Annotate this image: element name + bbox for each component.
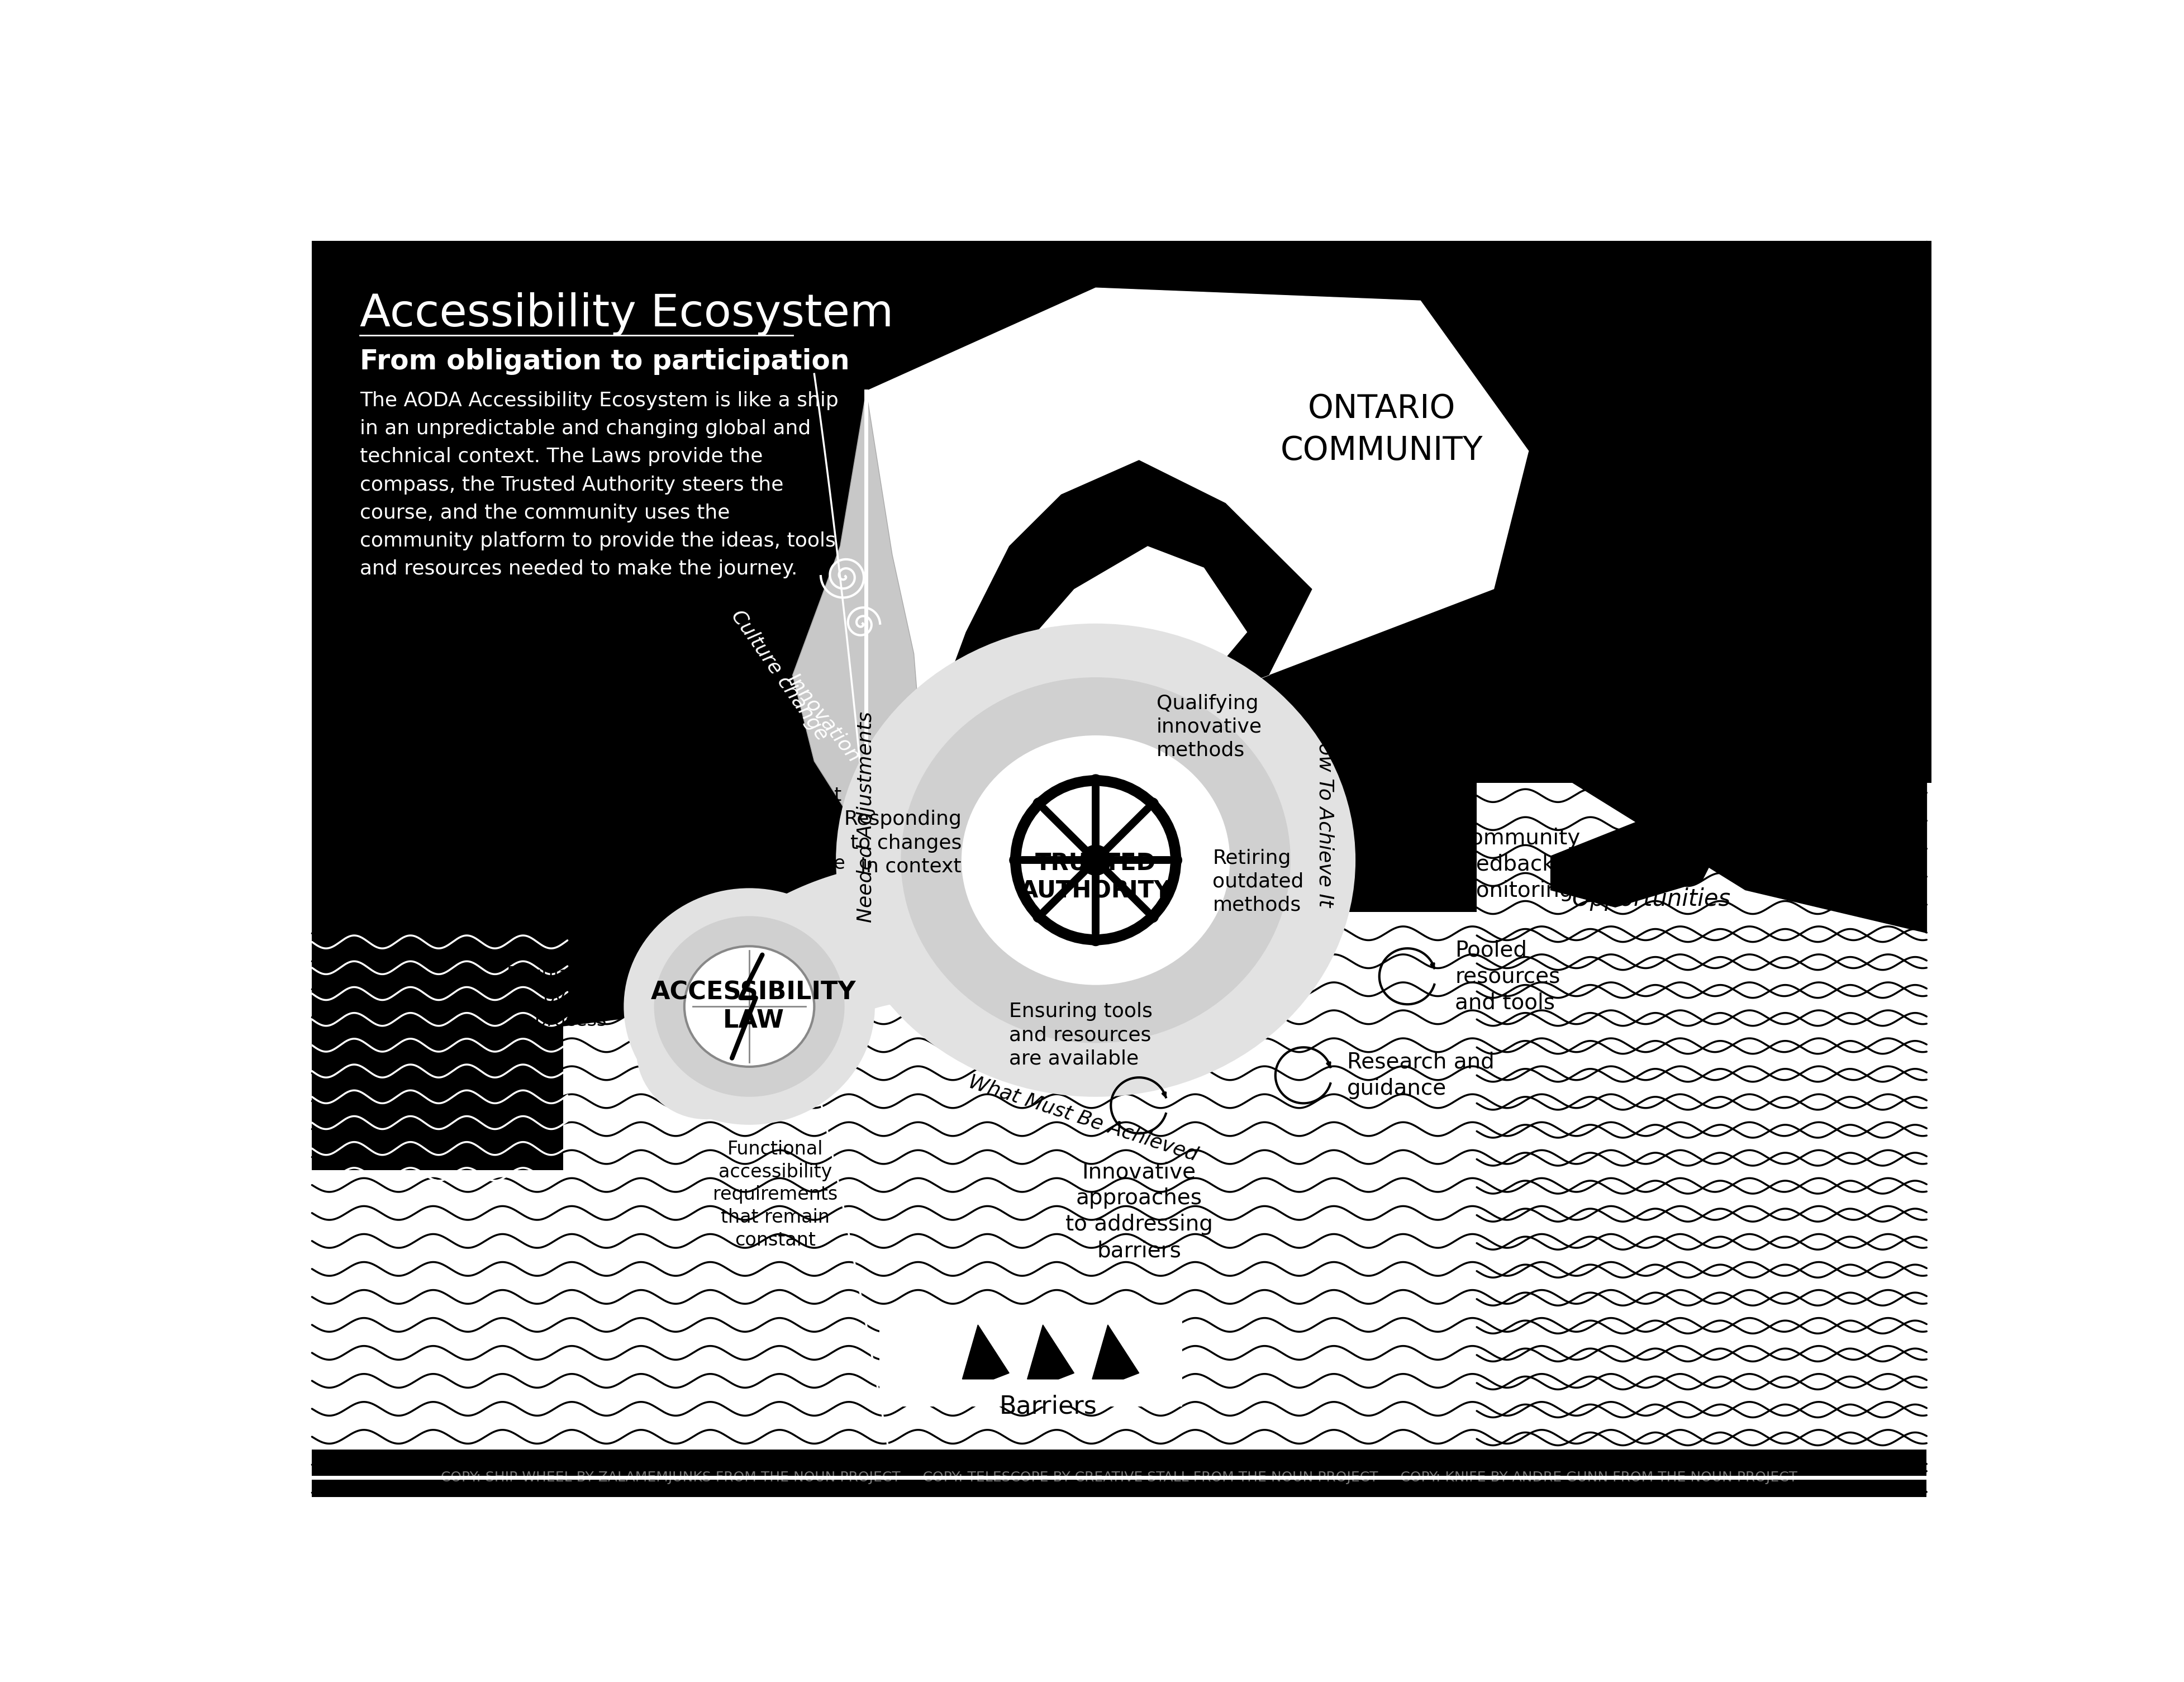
Text: Community
feedback and
monitoring: Community feedback and monitoring bbox=[1455, 828, 1603, 902]
Ellipse shape bbox=[653, 917, 845, 1097]
Ellipse shape bbox=[1090, 934, 1101, 945]
Bar bbox=[312, 912, 563, 1171]
Text: Research and
guidance: Research and guidance bbox=[1348, 1051, 1494, 1098]
Ellipse shape bbox=[836, 624, 1356, 1097]
Text: Responding
to changes
in context: Responding to changes in context bbox=[843, 811, 961, 876]
Polygon shape bbox=[1551, 812, 1723, 908]
Polygon shape bbox=[867, 288, 1529, 843]
Bar bbox=[1476, 782, 1931, 1453]
Ellipse shape bbox=[1147, 910, 1158, 922]
Text: Measures that
bring about
long-term
culture change: Measures that bring about long-term cult… bbox=[705, 785, 845, 873]
Ellipse shape bbox=[1147, 797, 1158, 811]
Bar bbox=[312, 912, 1926, 1453]
Text: Training: Training bbox=[1468, 755, 1553, 775]
Text: Accessibility Ecosystem: Accessibility Ecosystem bbox=[360, 293, 893, 336]
Ellipse shape bbox=[900, 678, 1291, 1043]
Ellipse shape bbox=[1033, 910, 1046, 922]
Text: Qualifying
innovative
methods: Qualifying innovative methods bbox=[1155, 693, 1262, 760]
Text: TRUSTED
AUTHORITY: TRUSTED AUTHORITY bbox=[1020, 853, 1171, 903]
Text: ONTARIO
COMMUNITY: ONTARIO COMMUNITY bbox=[1280, 394, 1483, 468]
Polygon shape bbox=[1092, 1325, 1140, 1379]
Text: Pooled
resources
and tools: Pooled resources and tools bbox=[1455, 940, 1559, 1013]
Polygon shape bbox=[793, 392, 922, 843]
Ellipse shape bbox=[1090, 774, 1101, 787]
Text: ACCESSIBILITY
LAW: ACCESSIBILITY LAW bbox=[651, 981, 856, 1033]
Text: Needed Adjustments: Needed Adjustments bbox=[856, 711, 876, 923]
Bar bbox=[312, 1019, 1926, 1415]
Polygon shape bbox=[974, 547, 1247, 782]
Text: Barriers: Barriers bbox=[1000, 1394, 1096, 1418]
Text: Innovative
approaches
to addressing
barriers: Innovative approaches to addressing barr… bbox=[1066, 1161, 1212, 1262]
Text: Innovation: Innovation bbox=[782, 669, 863, 765]
Bar bbox=[1529, 241, 1931, 928]
Text: COPY: SHIP WHEEL BY ZALAMEMJUNKS FROM THE NOUN PROJECT     COPY: TELESCOPE BY CR: COPY: SHIP WHEEL BY ZALAMEMJUNKS FROM TH… bbox=[441, 1472, 1797, 1484]
Text: Retiring
outdated
methods: Retiring outdated methods bbox=[1212, 849, 1304, 915]
Ellipse shape bbox=[1171, 854, 1182, 866]
Text: Regulating
overall
process: Regulating overall process bbox=[507, 965, 607, 1029]
Polygon shape bbox=[963, 1325, 1009, 1379]
Ellipse shape bbox=[1033, 797, 1046, 811]
Text: What Must Be Achieved: What Must Be Achieved bbox=[965, 1071, 1199, 1164]
Text: Opportunities: Opportunities bbox=[1572, 886, 1730, 910]
Ellipse shape bbox=[684, 947, 815, 1066]
Bar bbox=[312, 1450, 1926, 1502]
Bar bbox=[880, 1312, 1182, 1406]
Ellipse shape bbox=[625, 888, 876, 1125]
Ellipse shape bbox=[961, 735, 1230, 986]
Text: Culture change: Culture change bbox=[727, 607, 832, 743]
Polygon shape bbox=[312, 843, 917, 1041]
Text: The AODA Accessibility Ecosystem is like a ship
in an unpredictable and changing: The AODA Accessibility Ecosystem is like… bbox=[360, 392, 839, 579]
Ellipse shape bbox=[1081, 844, 1112, 875]
Text: Functional
accessibility
requirements
that remain
constant: Functional accessibility requirements th… bbox=[712, 1140, 839, 1250]
Ellipse shape bbox=[1009, 854, 1022, 866]
Text: COMMUNITY
PLATFORM: COMMUNITY PLATFORM bbox=[1441, 648, 1701, 730]
Polygon shape bbox=[917, 459, 1313, 762]
Polygon shape bbox=[1269, 241, 1926, 934]
Polygon shape bbox=[1026, 1325, 1075, 1379]
Text: From obligation to participation: From obligation to participation bbox=[360, 348, 850, 375]
Text: How To Achieve It: How To Achieve It bbox=[1315, 727, 1334, 907]
Text: Ensuring tools
and resources
are available: Ensuring tools and resources are availab… bbox=[1009, 1002, 1153, 1068]
